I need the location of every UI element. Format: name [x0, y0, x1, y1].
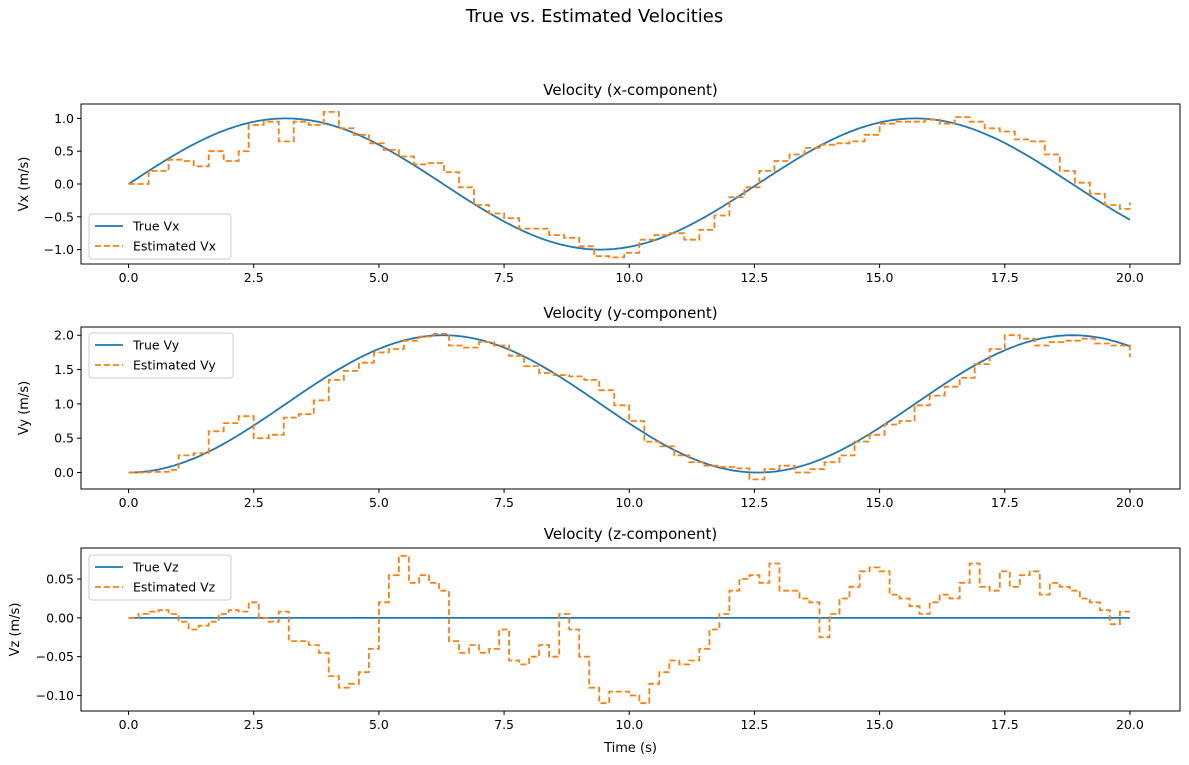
- x-tick-label: 12.5: [740, 495, 768, 510]
- x-tick-label: 0.0: [119, 495, 139, 510]
- x-tick-label: 10.0: [615, 270, 643, 285]
- x-axis-label: Time (s): [603, 741, 657, 756]
- legend: True Vy Estimated Vy: [89, 333, 233, 378]
- y-tick-label: −0.10: [36, 688, 74, 703]
- axes-frame: [81, 548, 1180, 711]
- y-tick-label: 0.0: [54, 465, 74, 480]
- legend: True Vz Estimated Vz: [89, 555, 231, 600]
- x-tick-label: 20.0: [1116, 495, 1144, 510]
- x-tick-label: 7.5: [494, 495, 514, 510]
- x-tick-label: 2.5: [244, 270, 264, 285]
- x-tick-label: 5.0: [369, 717, 389, 732]
- y-tick-label: 0.05: [46, 572, 74, 587]
- axes-frame: [81, 104, 1180, 264]
- subplot-title: Velocity (y-component): [543, 304, 717, 322]
- y-axis-label: Vz (m/s): [8, 603, 23, 657]
- x-tick-label: 17.5: [991, 270, 1019, 285]
- y-tick-label: 1.5: [54, 362, 74, 377]
- x-tick-label: 17.5: [991, 717, 1019, 732]
- y-tick-label: 1.0: [54, 396, 74, 411]
- x-tick-label: 10.0: [615, 495, 643, 510]
- legend-label: True Vx: [132, 219, 179, 234]
- x-tick-label: 10.0: [615, 717, 643, 732]
- series-line-true: [129, 335, 1130, 472]
- x-tick-label: 0.0: [119, 270, 139, 285]
- x-tick-label: 7.5: [494, 717, 514, 732]
- x-tick-label: 15.0: [866, 495, 894, 510]
- x-tick-label: 2.5: [244, 717, 264, 732]
- x-tick-label: 5.0: [369, 495, 389, 510]
- x-tick-label: 17.5: [991, 495, 1019, 510]
- y-axis-label: Vy (m/s): [17, 381, 32, 435]
- subplot-vy: Velocity (y-component) 0.0 2.5 5.0 7.5 10.0 12…: [17, 304, 1180, 510]
- series-line-estimated: [129, 334, 1130, 480]
- axes-frame: [81, 327, 1180, 489]
- subplot-title: Velocity (z-component): [544, 525, 717, 543]
- series-line-estimated: [129, 112, 1130, 258]
- y-tick-label: 0.00: [46, 610, 74, 625]
- subplot-vx: Velocity (x-component) 0.0 2.5 5.0 7.5 10.0 12…: [17, 81, 1180, 285]
- subplot-vz: Velocity (z-component) 0.0 2.5 5.0 7.5 10.0 12…: [8, 525, 1180, 756]
- legend-label: True Vz: [132, 560, 179, 575]
- x-tick-label: 12.5: [740, 717, 768, 732]
- legend-label: Estimated Vz: [133, 580, 216, 595]
- x-tick-label: 2.5: [244, 495, 264, 510]
- y-axis-label: Vx (m/s): [17, 157, 32, 212]
- y-tick-label: 0.5: [54, 144, 74, 159]
- series-group: [129, 556, 1130, 703]
- y-tick-label: −0.5: [44, 209, 74, 224]
- y-tick-label: −1.0: [44, 242, 74, 257]
- x-tick-label: 12.5: [740, 270, 768, 285]
- y-tick-label: 1.0: [54, 111, 74, 126]
- y-tick-label: 2.0: [54, 328, 74, 343]
- series-group: [129, 112, 1130, 258]
- series-group: [129, 334, 1130, 480]
- subplot-title: Velocity (x-component): [543, 81, 717, 99]
- x-tick-label: 20.0: [1116, 717, 1144, 732]
- series-line-estimated: [129, 556, 1130, 703]
- x-tick-label: 7.5: [494, 270, 514, 285]
- legend-label: Estimated Vy: [133, 358, 216, 373]
- legend-label: Estimated Vx: [133, 239, 216, 254]
- x-tick-label: 15.0: [866, 717, 894, 732]
- x-tick-label: 5.0: [369, 270, 389, 285]
- x-tick-label: 20.0: [1116, 270, 1144, 285]
- y-tick-label: −0.05: [36, 649, 74, 664]
- y-tick-label: 0.0: [54, 177, 74, 192]
- x-tick-label: 15.0: [866, 270, 894, 285]
- legend-label: True Vy: [132, 338, 180, 353]
- x-tick-label: 0.0: [119, 717, 139, 732]
- legend: True Vx Estimated Vx: [89, 214, 231, 259]
- y-tick-label: 0.5: [54, 431, 74, 446]
